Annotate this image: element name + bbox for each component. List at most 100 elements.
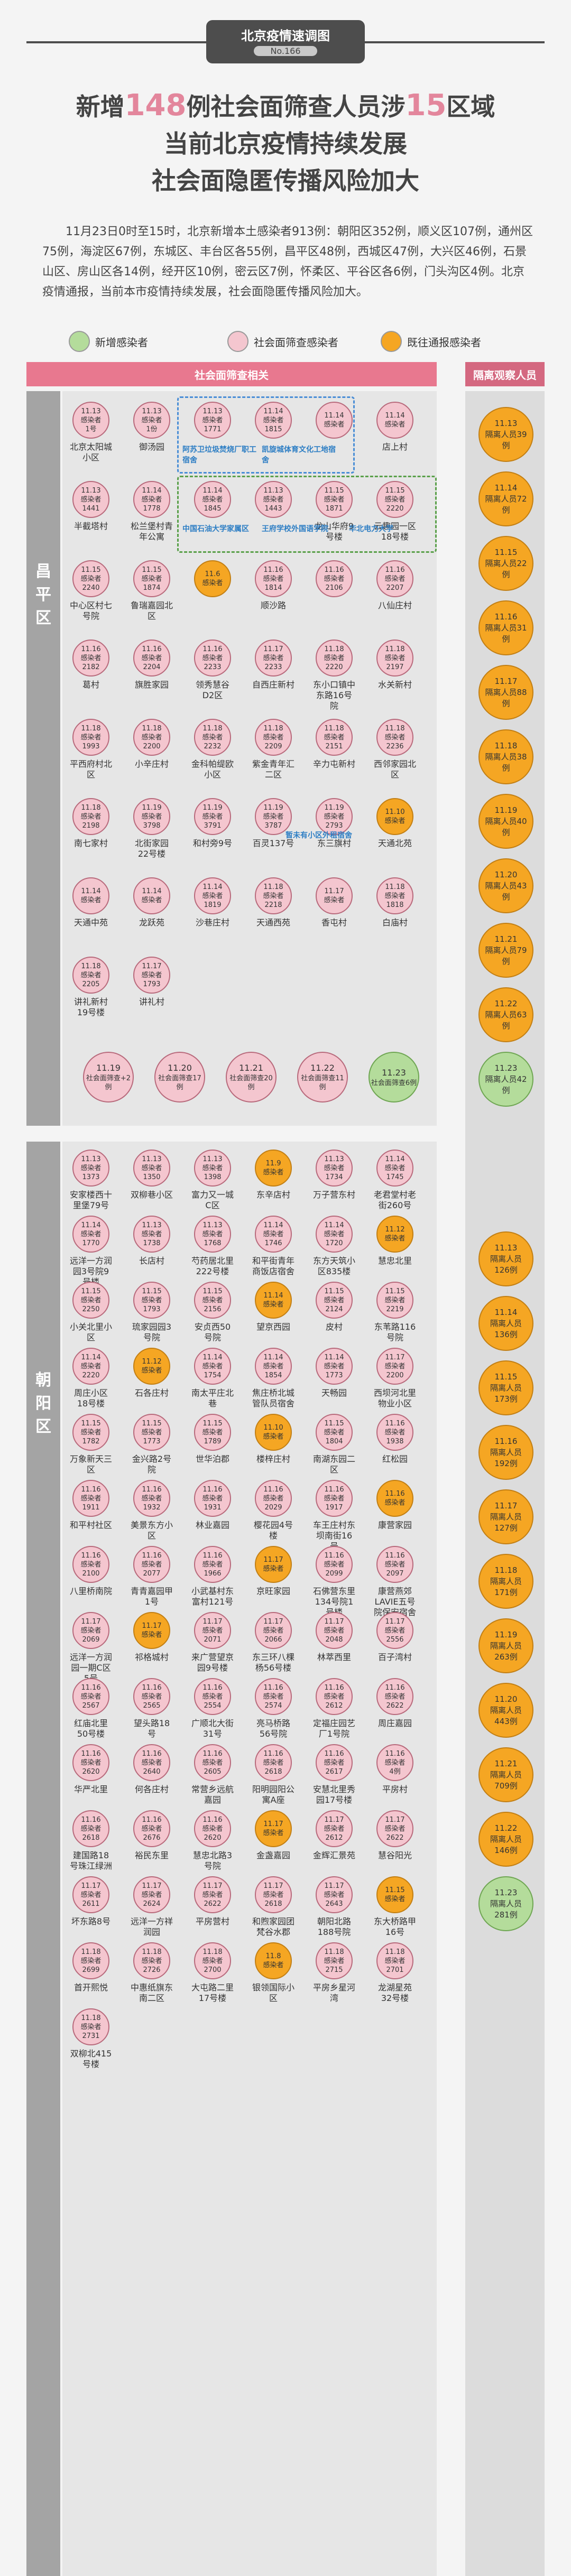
changping-summary-node: 11.20 社会面筛查17例 [151,1052,209,1102]
case-bubble: 11.10 感染者 [255,1414,292,1451]
isolation-count: 隔离人员38例 [485,752,527,773]
case-kind: 感染者 [80,495,102,504]
section-isolated-header: 隔离观察人员 [465,362,545,386]
case-number: 2554 [204,1701,222,1710]
pink-dot-icon [227,331,248,352]
case-kind: 感染者 [263,892,284,900]
case-bubble: 11.13 感染者 1771 [194,402,231,439]
case-date: 11.16 [324,566,344,574]
case-bubble: 11.15 感染者 1871 [316,481,353,518]
case-date: 11.16 [324,1551,344,1560]
case-location: 平房乡星河湾 [312,1982,355,2003]
isolation-count: 隔离人员39例 [485,429,527,450]
case-location: 香屯村 [321,918,347,928]
case-bubble: 11.15 感染者 2240 [72,560,109,597]
case-bubble: 11.13 感染者 1份 [133,402,170,439]
case-node: 11.14 感染者 1745 老君堂村老街260号 [373,1150,417,1211]
case-location: 东大桥路甲16号 [373,1916,416,1937]
isolation-date: 11.17 [494,676,518,686]
case-location: 八仙庄村 [377,600,412,610]
case-bubble: 11.18 感染者 2699 [72,1942,109,1979]
case-location: 天畅园 [321,1388,347,1398]
case-node: 11.14感染者1770远洋一方润园3号院9号楼 [69,1216,113,1287]
case-kind: 感染者 [80,416,102,424]
case-node: 11.14 感染者 1815 [251,402,296,439]
case-kind: 感染者 [324,1560,345,1569]
case-date: 11.14 [81,887,101,895]
case-kind: 感染者 [80,1296,102,1304]
case-kind: 感染者 [202,1957,223,1965]
isolation-node: 11.15 隔离人员173例 [478,1360,533,1415]
case-date: 11.19 [202,803,223,812]
case-date: 11.15 [324,1419,344,1428]
case-location: 百灵137号 [252,838,294,848]
case-date: 11.14 [202,883,223,891]
isolation-date: 11.21 [494,1758,518,1768]
case-kind: 感染者 [202,495,223,504]
summary-bubble: 11.19 社会面筛查+2例 [83,1052,134,1102]
case-location: 和平村社区 [69,1520,112,1530]
isolation-date: 11.14 [494,483,518,493]
case-node: 11.19 感染者 3798 北街家园22号楼 [130,798,174,859]
case-date: 11.13 [81,486,101,495]
legend-reported-label: 既往通报感染者 [407,336,481,349]
isolation-node: 11.17 隔离人员127例 [478,1489,533,1544]
case-date: 11.13 [142,407,162,415]
case-number: 2700 [204,1966,222,1974]
isolation-date: 11.23 [494,1887,518,1897]
case-date: 11.16 [324,1749,344,1758]
case-kind: 感染者 [324,1957,345,1965]
case-kind: 感染者 [141,654,162,662]
case-kind: 感染者 [80,1692,102,1701]
case-date: 11.14 [202,1353,223,1361]
case-node: 11.15 感染者 东大桥路甲16号 [373,1876,417,1938]
changping-note: 中国石油大学家属区 [182,525,249,533]
changping-label-text: 昌平区 [35,562,51,627]
case-date: 11.16 [202,1683,223,1692]
isolation-node: 11.13 隔离人员39例 [478,407,533,462]
case-node: 11.12 感染者 石各庄村 [130,1348,174,1398]
case-date: 11.16 [202,1551,223,1560]
case-kind: 感染者 [141,1230,162,1238]
case-number: 感染者 [384,1895,406,1903]
case-node: 11.8 感染者 银领国际小区 [251,1942,296,2004]
case-node: 11.14 感染者 2220 周庄小区18号楼 [69,1348,113,1409]
legend-new: 新增感染者 [69,331,148,352]
case-bubble: 11.15 感染者 1804 [316,1414,353,1451]
case-node: 11.16 感染者 2612 定福庄园艺厂1号院 [312,1678,356,1739]
case-number: 3791 [204,821,222,830]
case-location: 金辉汇景苑 [312,1850,355,1860]
brand-line-left [26,41,217,43]
case-bubble: 11.8 感染者 [255,1942,292,1979]
case-bubble: 11.16 感染者 2567 [72,1678,109,1715]
case-date: 11.15 [324,1287,344,1295]
isolation-date: 11.16 [494,1436,518,1446]
case-node: 11.17 感染者 京旺家园 [251,1546,296,1597]
case-date: 11.16 [385,1490,405,1498]
case-node: 11.16 感染者 2100 八里桥南院 [69,1546,113,1597]
case-node: 11.15 感染者 1789 世华泊郡 [190,1414,235,1465]
case-location: 南湖东园二区 [312,1454,355,1475]
headline-line-2: 当前北京疫情持续发展 [164,129,407,158]
changping-band [26,391,60,1126]
case-date: 11.16 [142,1551,162,1560]
case-node: 11.17 感染者 2048 林萃西里 [312,1612,356,1663]
case-location: 慧忠北里 [377,1256,412,1266]
case-date: 11.16 [81,1485,101,1494]
isolation-count: 隔离人员40例 [485,816,527,837]
isolation-count: 隔离人员146例 [490,1834,522,1855]
case-kind: 感染者 [263,574,284,583]
case-node: 11.6 感染者 [190,560,235,597]
case-location: 东三旗村 [317,838,351,848]
case-kind: 感染者 [324,1626,345,1635]
case-number: 2151 [325,742,343,750]
case-location: 远洋一方祥润园 [130,1916,173,1937]
isolation-date: 11.18 [494,1565,518,1575]
case-date: 11.18 [81,724,101,733]
case-date: 11.16 [324,1683,344,1692]
legend-social-label: 社会面筛查感染者 [254,336,338,349]
case-kind: 感染者 [80,1891,102,1899]
case-location: 定福庄园艺厂1号院 [312,1718,355,1739]
case-bubble: 11.17 感染者 2200 [376,1348,413,1385]
